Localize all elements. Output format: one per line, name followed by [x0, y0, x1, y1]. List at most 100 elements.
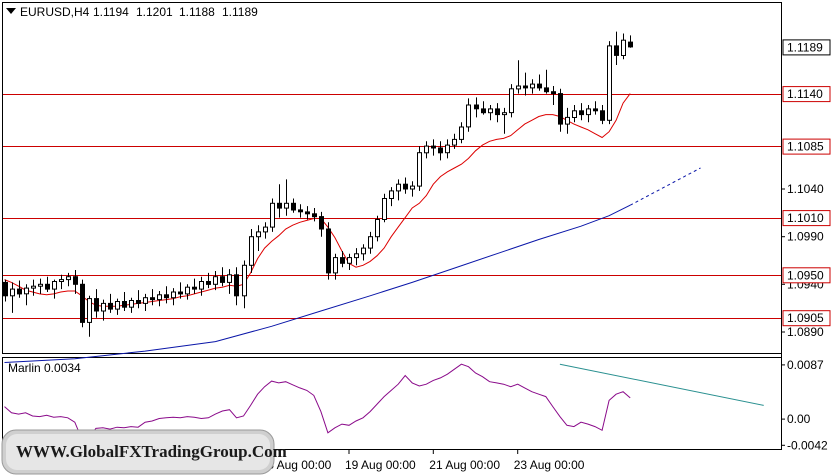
candle-body: [45, 283, 50, 290]
level-tag-label: 1.1140: [787, 87, 823, 101]
candle-body: [509, 88, 514, 114]
indicator-tick-label: 0.00: [787, 412, 811, 426]
candle-body: [466, 104, 471, 128]
ohlc-value: 1.1189: [222, 5, 258, 19]
candle-body: [24, 287, 29, 295]
indicator-axis-labels: 0.0087 0.00 -0.0042: [781, 358, 828, 452]
candle-body: [122, 301, 127, 308]
level-price-tags: 1.1140 1.1085 1.1010 1.0950 1.0905: [782, 86, 831, 327]
candle-body: [270, 202, 275, 228]
ohlc-values: 1.1194 1.1201 1.1188 1.1189: [93, 5, 258, 19]
current-price-label: 1.1189: [787, 40, 823, 54]
candle-body: [361, 247, 366, 255]
candle-body: [593, 108, 598, 112]
candle-body: [551, 91, 556, 95]
candle-body: [417, 152, 422, 187]
indicator-label: Marlin 0.0034: [8, 361, 81, 375]
level-tag-label: 1.1085: [787, 140, 824, 154]
slow-ma-line: [4, 204, 631, 363]
time-tick-label: 21 Aug 00:00: [429, 458, 500, 472]
candle-body: [431, 145, 436, 149]
candle-body: [459, 126, 464, 140]
level-tag-box: [782, 267, 831, 284]
candle-body: [277, 202, 282, 209]
candle-body: [488, 108, 493, 114]
candle-body: [382, 198, 387, 220]
ohlc-value: 1.1194: [93, 5, 129, 19]
candle-body: [206, 281, 211, 285]
candle-body: [607, 45, 612, 121]
dropdown-triangle-icon[interactable]: [6, 8, 16, 14]
candle-body: [558, 93, 563, 125]
candle-body: [600, 110, 605, 121]
slow-moving-average: [4, 167, 701, 363]
candle-body: [530, 83, 535, 89]
candle-body: [319, 216, 324, 230]
candle-body: [389, 190, 394, 199]
candlesticks: [3, 31, 633, 337]
candle-body: [565, 116, 570, 125]
candle-body: [614, 45, 619, 56]
candle-body: [66, 276, 71, 281]
current-price-tag: 1.1189: [782, 39, 831, 56]
candle-body: [178, 291, 183, 295]
candle-body: [192, 286, 197, 290]
candle-body: [424, 145, 429, 154]
candle-body: [410, 185, 415, 190]
candle-body: [544, 87, 549, 93]
ohlc-value: 1.1188: [179, 5, 215, 19]
marlin-trendline: [559, 363, 764, 406]
watermark: WWW.GlobalFXTradingGroup.Com: [1, 429, 287, 475]
candle-body: [87, 298, 92, 323]
candle-body: [474, 104, 479, 110]
candle-body: [340, 257, 345, 264]
candle-body: [10, 288, 15, 297]
candle-body: [108, 302, 113, 310]
candle-body: [502, 112, 507, 116]
candle-body: [621, 39, 626, 57]
candle-body: [284, 202, 289, 209]
price-tick-label: 1.0990: [787, 230, 824, 244]
candle-body: [136, 300, 141, 304]
candle-body: [495, 108, 500, 116]
indicator-lines: [4, 363, 764, 440]
candle-body: [347, 257, 352, 264]
level-tag-box: [782, 210, 831, 227]
watermark-text: WWW.GlobalFXTradingGroup.Com: [16, 442, 287, 461]
candle-body: [481, 108, 486, 114]
candle-body: [333, 257, 338, 274]
candle-body: [164, 294, 169, 299]
candle-body: [80, 283, 85, 323]
candle-body: [628, 41, 633, 48]
level-tag-box: [782, 310, 831, 327]
candle-body: [227, 274, 232, 283]
candle-body: [143, 297, 148, 304]
candle-body: [52, 281, 57, 290]
candle-body: [291, 202, 296, 211]
time-tick-label: 15 Aug 00:00: [261, 458, 332, 472]
candle-body: [129, 300, 134, 308]
candle-body: [516, 85, 521, 90]
candle-body: [171, 291, 176, 299]
candle-body: [298, 209, 303, 213]
candle-body: [234, 274, 239, 297]
current-price-box: [782, 39, 831, 56]
time-tick-label: 23 Aug 00:00: [514, 458, 585, 472]
candle-body: [150, 297, 155, 301]
candle-body: [445, 144, 450, 154]
candle-body: [579, 110, 584, 116]
candle-body: [242, 264, 247, 297]
candle-body: [326, 228, 331, 274]
marlin-line: [4, 363, 631, 440]
symbol-label: EURUSD,H4: [20, 5, 90, 19]
price-tick-label: 1.0890: [787, 325, 824, 339]
slow-ma-projection: [629, 167, 701, 206]
level-tag-box: [782, 86, 831, 103]
candle-body: [73, 276, 78, 285]
level-tag-label: 1.0905: [787, 311, 824, 325]
candle-body: [94, 298, 99, 312]
candle-body: [537, 83, 542, 89]
candle-body: [213, 276, 218, 285]
time-tick-label: 19 Aug 00:00: [345, 458, 416, 472]
candle-body: [403, 183, 408, 190]
